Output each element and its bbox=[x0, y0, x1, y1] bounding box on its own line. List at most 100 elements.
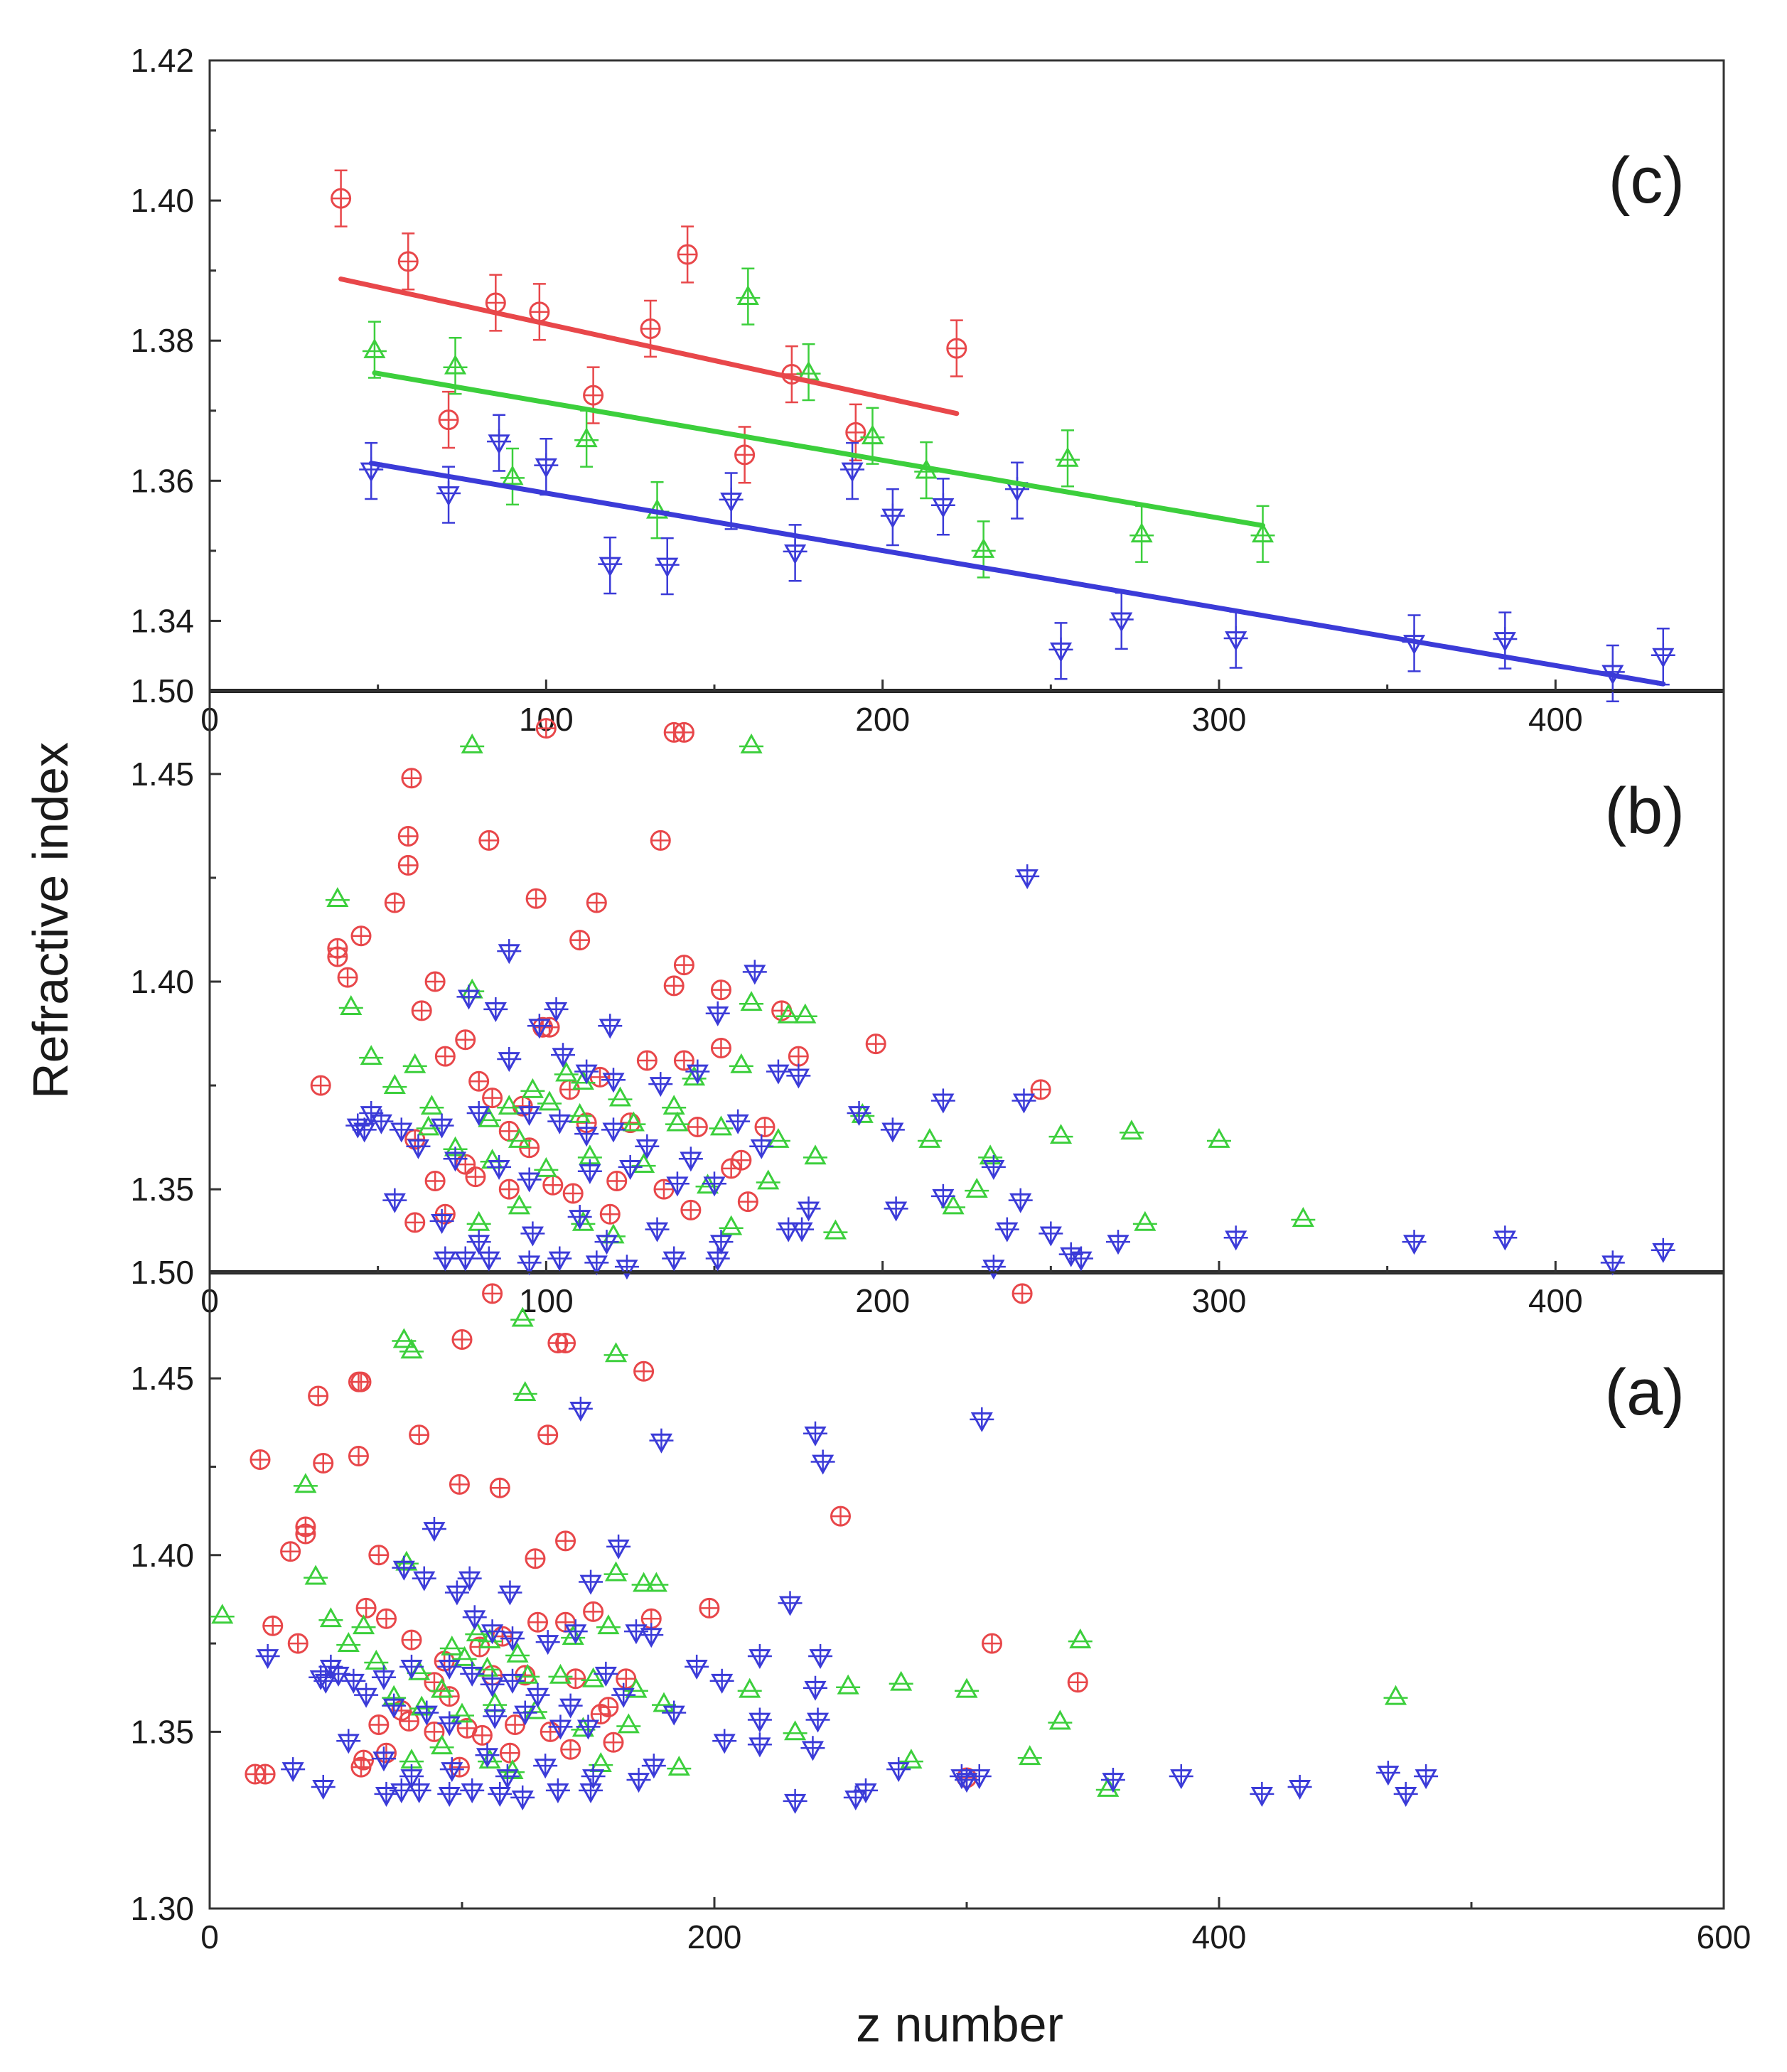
data-point bbox=[884, 1196, 908, 1222]
data-point bbox=[465, 1166, 486, 1188]
data-point bbox=[577, 1159, 602, 1184]
data-point bbox=[437, 1654, 462, 1680]
data-point bbox=[382, 1693, 407, 1719]
plot-frame bbox=[208, 59, 1725, 692]
series-red bbox=[310, 718, 1051, 1233]
x-tick-label: 400 bbox=[1192, 1918, 1247, 1955]
data-point bbox=[598, 1014, 623, 1039]
data-point bbox=[860, 424, 885, 445]
data-point bbox=[505, 1642, 530, 1663]
data-point bbox=[368, 1545, 390, 1566]
data-point bbox=[554, 1061, 579, 1082]
data-point bbox=[673, 721, 694, 743]
data-point bbox=[803, 1144, 827, 1165]
data-point bbox=[548, 1663, 573, 1684]
data-point bbox=[965, 1178, 989, 1198]
data-point bbox=[793, 1003, 817, 1024]
data-point bbox=[399, 1764, 424, 1790]
data-point bbox=[424, 971, 446, 992]
x-tick-label: 200 bbox=[855, 1282, 910, 1319]
data-point bbox=[460, 978, 485, 999]
data-point bbox=[1109, 607, 1134, 633]
data-point bbox=[649, 1428, 674, 1454]
data-point bbox=[786, 1063, 811, 1089]
data-point bbox=[685, 1654, 709, 1680]
data-point bbox=[551, 1043, 575, 1068]
data-point bbox=[1030, 1079, 1051, 1100]
data-point bbox=[636, 1050, 658, 1071]
data-point bbox=[392, 1555, 417, 1581]
data-point bbox=[336, 1631, 361, 1652]
data-point bbox=[460, 733, 485, 753]
data-point bbox=[705, 1246, 730, 1272]
data-point bbox=[709, 1115, 734, 1136]
data-point bbox=[510, 1785, 535, 1810]
data-point bbox=[1393, 1781, 1418, 1807]
data-point bbox=[598, 552, 623, 577]
data-point bbox=[1402, 1230, 1427, 1255]
panel-label: (b) bbox=[1605, 775, 1685, 847]
data-point bbox=[805, 1707, 830, 1733]
data-point bbox=[836, 1674, 861, 1695]
data-point bbox=[1015, 864, 1040, 890]
data-point bbox=[662, 1095, 687, 1115]
data-point bbox=[249, 1449, 271, 1471]
data-point bbox=[424, 1721, 445, 1742]
data-point bbox=[565, 1668, 586, 1690]
data-point bbox=[475, 1743, 500, 1768]
data-point bbox=[1651, 1238, 1675, 1263]
data-point bbox=[663, 975, 685, 997]
series-blue bbox=[359, 414, 1675, 703]
data-point bbox=[429, 1208, 454, 1234]
data-point bbox=[436, 481, 461, 507]
data-point bbox=[749, 1134, 774, 1159]
data-point bbox=[1223, 1225, 1248, 1251]
data-point bbox=[1056, 446, 1080, 467]
y-tick-label: 1.42 bbox=[130, 42, 194, 79]
data-point bbox=[348, 1371, 369, 1392]
data-point bbox=[845, 422, 866, 443]
data-point bbox=[466, 1230, 491, 1255]
data-point bbox=[505, 1714, 526, 1735]
data-point bbox=[685, 1059, 710, 1085]
data-point bbox=[880, 503, 905, 529]
data-point bbox=[568, 1396, 593, 1422]
data-point bbox=[584, 1250, 609, 1276]
data-point bbox=[594, 1230, 619, 1255]
data-point bbox=[510, 1306, 535, 1327]
data-point bbox=[345, 1113, 370, 1139]
data-point bbox=[778, 1591, 803, 1616]
data-point bbox=[726, 1109, 751, 1134]
x-tick-label: 300 bbox=[1192, 1282, 1247, 1319]
data-point bbox=[673, 1050, 694, 1071]
data-point bbox=[429, 1678, 454, 1698]
data-point bbox=[399, 1654, 424, 1680]
data-point bbox=[970, 1407, 994, 1432]
data-point bbox=[513, 1380, 537, 1401]
fit-line-green bbox=[372, 370, 1266, 528]
data-point bbox=[581, 1667, 606, 1687]
data-point bbox=[404, 1212, 426, 1233]
data-point bbox=[310, 1075, 331, 1096]
data-point bbox=[525, 888, 547, 909]
data-point bbox=[336, 1729, 361, 1754]
data-point bbox=[359, 1100, 384, 1127]
data-point bbox=[699, 1597, 720, 1619]
x-tick-label: 400 bbox=[1528, 1282, 1583, 1319]
data-point bbox=[747, 1643, 772, 1670]
data-point bbox=[476, 1246, 501, 1272]
data-point bbox=[517, 1100, 542, 1127]
data-point bbox=[840, 457, 865, 483]
data-point bbox=[946, 338, 967, 359]
data-point bbox=[574, 1122, 599, 1147]
y-axis-title: Refractive index bbox=[23, 742, 78, 1099]
plot-frame bbox=[208, 1271, 1725, 1910]
data-point bbox=[736, 285, 761, 306]
data-point bbox=[567, 1102, 592, 1123]
series-blue bbox=[345, 864, 1675, 1280]
data-point bbox=[889, 1670, 913, 1691]
data-point bbox=[650, 830, 671, 851]
data-point bbox=[586, 892, 607, 913]
data-point bbox=[480, 1672, 505, 1697]
data-point bbox=[611, 1682, 636, 1708]
